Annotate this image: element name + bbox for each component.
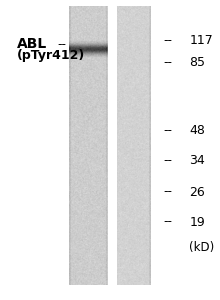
Text: 34: 34 bbox=[189, 154, 205, 167]
Text: --: -- bbox=[163, 185, 172, 199]
Text: (pTyr412): (pTyr412) bbox=[17, 49, 85, 62]
Text: --: -- bbox=[163, 56, 172, 70]
Text: (kD): (kD) bbox=[189, 241, 215, 254]
Text: --: -- bbox=[163, 215, 172, 229]
Text: ABL: ABL bbox=[17, 37, 48, 50]
Text: --: -- bbox=[163, 124, 172, 137]
Text: 117: 117 bbox=[189, 34, 213, 47]
Text: --: -- bbox=[163, 154, 172, 167]
Text: --: -- bbox=[57, 38, 66, 52]
Text: 19: 19 bbox=[189, 215, 205, 229]
Text: --: -- bbox=[163, 34, 172, 47]
Bar bbox=[108, 6, 116, 285]
Text: 26: 26 bbox=[189, 185, 205, 199]
Text: 48: 48 bbox=[189, 124, 205, 137]
Text: 85: 85 bbox=[189, 56, 205, 70]
